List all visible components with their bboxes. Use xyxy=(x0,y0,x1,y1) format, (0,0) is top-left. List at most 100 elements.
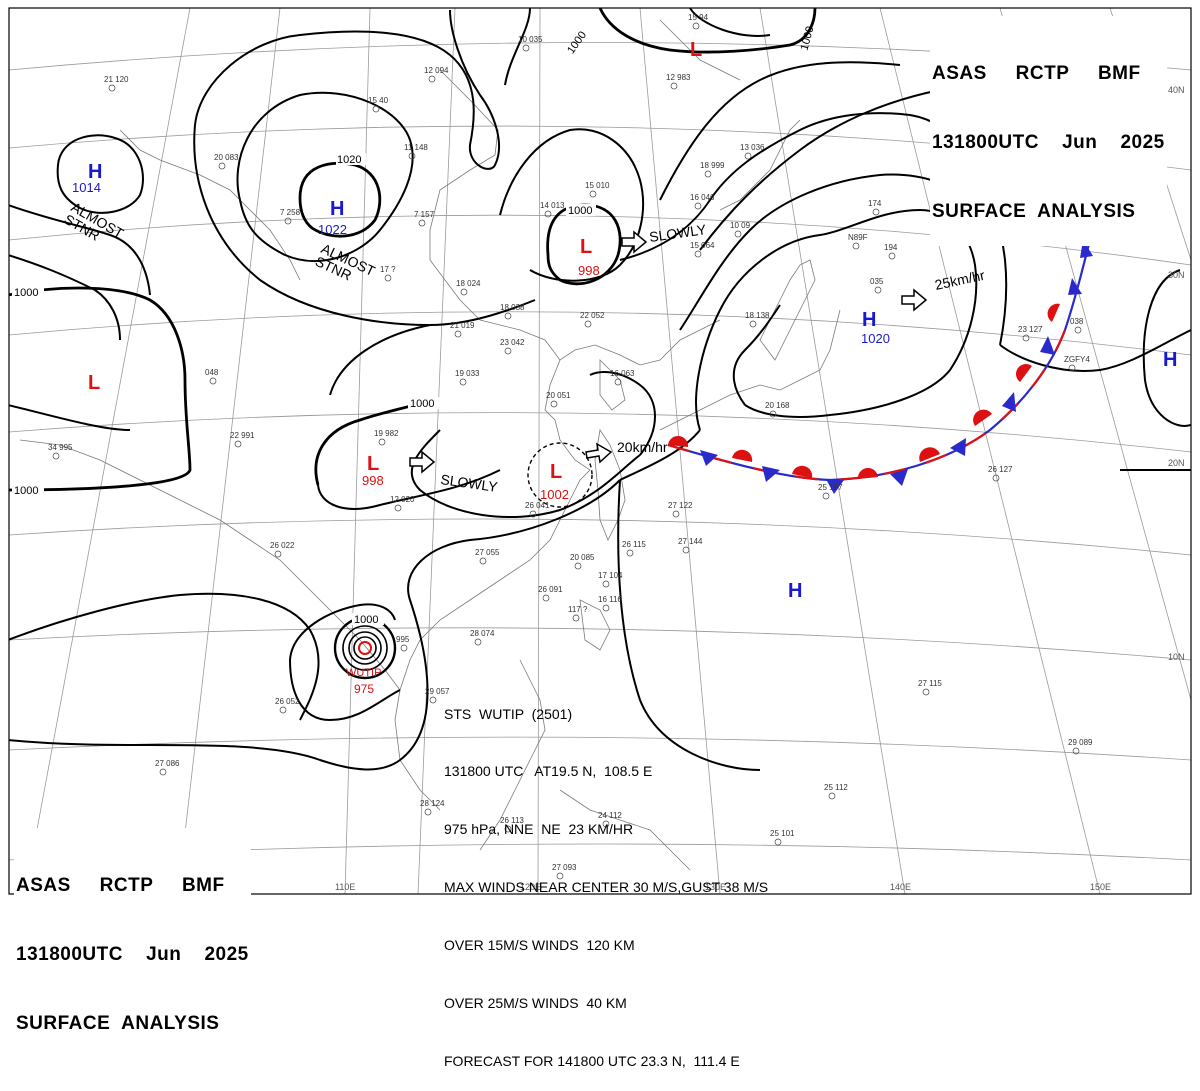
station-value: 17 ? xyxy=(380,265,396,274)
station-circle xyxy=(428,75,436,83)
station-plot: 12 020 xyxy=(390,495,415,512)
station-circle xyxy=(454,330,462,338)
station-plot: 18 999 xyxy=(700,161,725,178)
station-circle xyxy=(828,792,836,800)
header-line-1: ASAS RCTP BMF xyxy=(16,875,225,896)
station-circle xyxy=(1072,747,1080,755)
station-value: 15 064 xyxy=(690,241,715,250)
station-circle xyxy=(408,152,416,160)
station-value: 035 xyxy=(870,277,884,286)
station-plot: 20 051 xyxy=(546,391,571,408)
header-line-2: 131800UTC Jun 2025 xyxy=(16,944,249,965)
station-value: ZGFY4 xyxy=(1064,355,1090,364)
station-plot: 26 022 xyxy=(270,541,295,558)
station-plot: 17 ? xyxy=(380,265,396,282)
station-value: 10 035 xyxy=(518,35,543,44)
high-center-value: 1014 xyxy=(72,180,101,195)
isobar-label: 1000 xyxy=(410,398,434,410)
station-value: 17 104 xyxy=(598,571,623,580)
high-center-letter: H xyxy=(88,161,102,183)
high-center-letter: H xyxy=(788,580,802,602)
isobar-label: 1000 xyxy=(354,614,378,626)
station-value: 20 085 xyxy=(570,553,595,562)
station-value: 15 94 xyxy=(688,13,709,22)
station-circle xyxy=(734,230,742,238)
station-circle xyxy=(774,838,782,846)
low-center-letter: L xyxy=(690,39,702,61)
station-plot: 28 074 xyxy=(470,629,495,646)
station-circle xyxy=(479,557,487,565)
isobar-label: 1020 xyxy=(337,154,361,166)
lon-label: 140E xyxy=(890,882,911,892)
station-value: 29 057 xyxy=(425,687,450,696)
station-plot: 28 124 xyxy=(420,799,445,816)
low-center-value: 1002 xyxy=(540,487,569,502)
station-plot: 19 033 xyxy=(455,369,480,386)
station-plot: 27 122 xyxy=(668,501,693,518)
station-plot: 038 xyxy=(1070,317,1084,334)
station-plot: 7 157 xyxy=(414,210,435,227)
station-value: 10 09 xyxy=(730,221,751,230)
station-circle xyxy=(922,688,930,696)
station-plot: 16 116 xyxy=(598,595,622,612)
coastlines xyxy=(19,19,841,871)
station-circle xyxy=(542,594,550,602)
station-circle xyxy=(574,562,582,570)
station-circle xyxy=(372,105,380,113)
station-circle xyxy=(384,274,392,282)
storm-info-line: OVER 25M/S WINDS 40 KM xyxy=(444,995,627,1012)
storm-info-line: MAX WINDS NEAR CENTER 30 M/S,GUST 38 M/S xyxy=(444,879,769,896)
station-plot: 21 019 xyxy=(450,321,475,338)
isobar-label: 1000 xyxy=(568,205,592,217)
station-value: 16 116 xyxy=(598,595,622,604)
lon-label: 120E xyxy=(520,882,541,892)
lat-label: 10N xyxy=(1168,652,1185,662)
typhoon-name: WUTIP xyxy=(346,667,381,679)
header-line-2: 131800UTC Jun 2025 xyxy=(932,132,1165,153)
station-plot: 18 024 xyxy=(456,279,481,296)
graticule-labels: 110E 120E 130E 140E 150E 40N 30N 20N 10N xyxy=(335,85,1185,892)
station-circle xyxy=(504,312,512,320)
station-circle xyxy=(682,546,690,554)
station-circle xyxy=(626,549,634,557)
station-plot: 27 086 xyxy=(155,759,180,776)
station-circle xyxy=(872,208,880,216)
station-value: 23 127 xyxy=(1018,325,1043,334)
storm-info-line: 975 hPa, NNE NE 23 KM/HR xyxy=(444,821,634,838)
station-value: 26 052 xyxy=(275,697,300,706)
station-circle xyxy=(694,202,702,210)
lon-label: 110E xyxy=(335,882,355,892)
station-plot: 18 138 xyxy=(745,311,770,328)
station-value: 21 019 xyxy=(450,321,475,330)
station-plot: 20 085 xyxy=(570,553,595,570)
station-plot: 27 093 xyxy=(552,863,577,880)
station-plot: N89F xyxy=(848,233,868,250)
low-center-letter: L xyxy=(550,461,562,483)
slowly-label: SLOWLY xyxy=(440,471,500,495)
station-plot: 15 010 xyxy=(585,181,610,198)
station-value: 27 144 xyxy=(678,537,703,546)
lon-label: 130E xyxy=(705,882,726,892)
station-plot: 26 113 xyxy=(500,816,524,833)
header-top-right: ASAS RCTP BMF 131800UTC Jun 2025 SURFACE… xyxy=(930,16,1167,246)
station-value: 12 094 xyxy=(424,66,449,75)
station-value: 27 093 xyxy=(552,863,577,872)
station-plot: 174 xyxy=(868,199,882,216)
station-circle xyxy=(378,438,386,446)
station-plot: 26 052 xyxy=(275,697,300,714)
station-plot: 34 995 xyxy=(48,443,73,460)
station-value: 18 038 xyxy=(500,303,525,312)
station-plot: 29 089 xyxy=(1068,738,1093,755)
station-value: 21 120 xyxy=(104,75,129,84)
station-value: 27 115 xyxy=(918,679,942,688)
lat-label: 40N xyxy=(1168,85,1185,95)
high-center-letter: H xyxy=(1163,349,1177,371)
lat-label: 20N xyxy=(1168,458,1185,468)
station-circle xyxy=(504,347,512,355)
station-circle xyxy=(822,492,830,500)
station-plot: 15 40 xyxy=(368,96,389,113)
station-circle xyxy=(888,252,896,260)
speed-label: 20km/hr xyxy=(617,439,668,455)
station-value: 22 052 xyxy=(580,311,605,320)
low-center-letter: L xyxy=(367,453,379,475)
